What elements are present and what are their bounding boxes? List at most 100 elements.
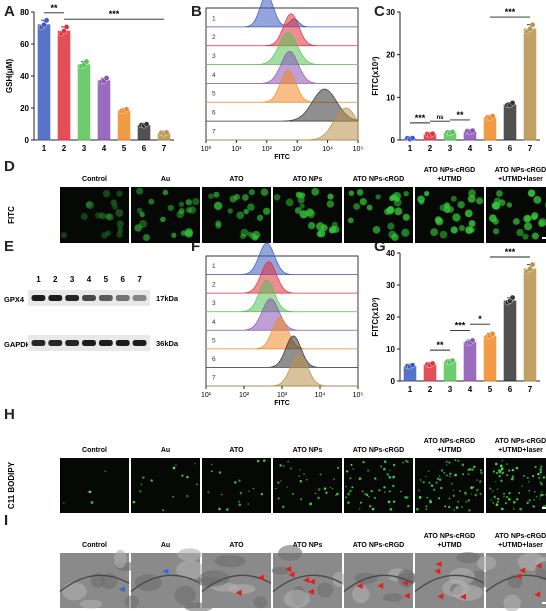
cell (311, 187, 320, 196)
track-label: 6 (212, 356, 216, 363)
lipid-peroxidation-spot (444, 505, 447, 508)
cell (450, 226, 458, 234)
lipid-peroxidation-spot (358, 477, 362, 480)
lipid-peroxidation-spot (452, 489, 454, 492)
lipid-peroxidation-spot (540, 465, 543, 468)
cell (464, 209, 473, 218)
lipid-peroxidation-spot (402, 461, 404, 464)
lipid-peroxidation-spot (495, 471, 499, 475)
lipid-peroxidation-spot (476, 479, 478, 481)
lipid-peroxidation-spot (207, 491, 210, 494)
mitochondria-arrow-red (308, 578, 315, 585)
lipid-peroxidation-spot (386, 472, 390, 476)
lipid-peroxidation-spot (389, 469, 391, 471)
blot-band (132, 340, 147, 346)
cell (136, 187, 144, 195)
lipid-peroxidation-spot (238, 500, 241, 503)
histogram-track-7 (206, 107, 359, 141)
cell (115, 208, 124, 217)
lipid-peroxidation-spot (498, 470, 502, 474)
track-label: 6 (212, 110, 216, 117)
cell (452, 213, 461, 222)
cell (85, 201, 92, 208)
lipid-peroxidation-spot (404, 459, 408, 463)
cell (297, 196, 305, 204)
data-point (83, 58, 90, 65)
cell (527, 189, 536, 197)
lipid-peroxidation-spot (300, 498, 303, 501)
lipid-peroxidation-spot (449, 472, 452, 475)
lipid-peroxidation-spot (186, 475, 189, 479)
cell (356, 189, 364, 196)
track-label: 4 (212, 72, 216, 79)
lipid-peroxidation-spot (218, 507, 221, 511)
lane-label: 3 (70, 275, 75, 284)
lipid-peroxidation-spot (350, 463, 353, 466)
group-header: +UTMD (437, 447, 461, 454)
lipid-peroxidation-spot (238, 503, 242, 507)
lipid-peroxidation-spot (518, 492, 521, 494)
significance-label: ** (50, 3, 58, 13)
cell (243, 208, 249, 215)
lipid-peroxidation-spot (438, 475, 441, 477)
membrane (201, 574, 272, 593)
lipid-peroxidation-spot (378, 489, 381, 492)
lipid-peroxidation-spot (286, 486, 288, 488)
x-tick-label: 4 (468, 144, 473, 153)
bar-3 (443, 361, 457, 382)
significance-label: ** (436, 340, 444, 350)
blot-band (31, 295, 46, 301)
x-tick-label: 2 (428, 385, 433, 394)
data-point (163, 129, 170, 136)
x-axis-label: FITC (274, 400, 290, 407)
data-point (61, 28, 67, 35)
cell (110, 199, 118, 206)
cell (112, 204, 118, 210)
row-label: FITC (7, 206, 16, 224)
lipid-peroxidation-spot (539, 498, 541, 500)
panel-label-d: D (4, 158, 15, 175)
cell (402, 213, 410, 221)
cell (178, 208, 185, 215)
lipid-peroxidation-spot (367, 469, 370, 472)
cell (139, 211, 145, 218)
mitochondria-arrow-red (235, 589, 242, 596)
histogram-track-3 (205, 279, 359, 313)
histogram-track-3 (205, 32, 359, 65)
group-header: Control (82, 447, 107, 454)
lipid-peroxidation-spot (515, 466, 519, 470)
lipid-peroxidation-spot (142, 476, 145, 479)
lipid-peroxidation-spot (506, 474, 509, 477)
lipid-peroxidation-spot (537, 472, 540, 476)
bar-5 (483, 117, 497, 141)
x-tick-label: 10² (239, 392, 250, 399)
cell (531, 212, 539, 220)
lipid-peroxidation-spot (527, 480, 530, 483)
lipid-peroxidation-spot (539, 471, 542, 474)
x-tick-label: 5 (122, 144, 127, 153)
lipid-peroxidation-spot (298, 475, 300, 478)
bar-1 (37, 24, 51, 141)
cell (450, 195, 457, 202)
cell (299, 203, 305, 209)
lipid-peroxidation-spot (306, 478, 308, 481)
cell (468, 227, 475, 233)
lipid-peroxidation-spot (492, 470, 495, 473)
lipid-peroxidation-spot (508, 469, 511, 472)
lipid-peroxidation-spot (389, 508, 393, 511)
data-point (449, 129, 456, 135)
lipid-peroxidation-spot (436, 477, 440, 480)
blot-band (132, 295, 147, 301)
lipid-peroxidation-spot (468, 467, 472, 471)
panel-label-h: H (4, 406, 15, 423)
lipid-peroxidation-spot (364, 492, 366, 495)
cell (394, 207, 403, 216)
cell (522, 233, 529, 240)
lipid-peroxidation-spot (539, 468, 543, 471)
lipid-peroxidation-spot (238, 479, 241, 482)
histogram-track-7 (206, 354, 358, 387)
micrograph-au (131, 458, 200, 513)
y-tick-label: 10 (386, 93, 395, 102)
data-point (429, 360, 436, 367)
